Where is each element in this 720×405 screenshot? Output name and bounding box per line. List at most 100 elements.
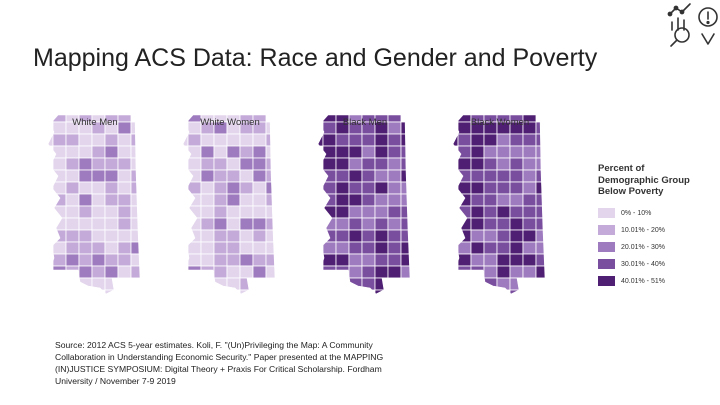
county — [457, 193, 472, 207]
county — [91, 181, 106, 195]
county — [335, 145, 350, 159]
county — [65, 157, 80, 171]
county — [265, 169, 275, 183]
legend-label: 20.01% - 30% — [621, 243, 665, 251]
county — [535, 253, 545, 267]
legend-item: 40.01% - 51% — [598, 274, 718, 289]
county — [104, 277, 119, 291]
legend-swatch — [598, 259, 615, 269]
county — [200, 253, 215, 267]
county — [322, 205, 337, 219]
county — [535, 229, 545, 243]
county — [509, 133, 524, 147]
county — [335, 241, 350, 255]
map-label: Black Men — [342, 117, 388, 128]
county — [252, 193, 267, 207]
county — [252, 205, 267, 219]
county — [361, 241, 376, 255]
county — [535, 157, 545, 171]
county — [483, 241, 498, 255]
county — [522, 217, 537, 231]
county — [117, 217, 132, 231]
county — [213, 145, 228, 159]
county — [187, 193, 202, 207]
county — [117, 133, 132, 147]
source-line: Source: 2012 ACS 5-year estimates. Koli,… — [55, 340, 373, 350]
county — [200, 145, 215, 159]
county — [265, 157, 275, 171]
county — [387, 205, 402, 219]
county — [104, 217, 119, 231]
county — [470, 157, 485, 171]
county — [522, 169, 537, 183]
county — [509, 145, 524, 159]
county — [322, 241, 337, 255]
county — [522, 145, 537, 159]
county — [104, 205, 119, 219]
county — [322, 265, 337, 279]
county — [117, 181, 132, 195]
county — [239, 253, 254, 267]
county — [52, 217, 67, 231]
county — [453, 133, 459, 147]
county — [522, 205, 537, 219]
county — [522, 265, 537, 279]
county — [187, 265, 202, 279]
county — [265, 265, 275, 279]
county — [374, 289, 389, 294]
county — [470, 229, 485, 243]
county — [252, 181, 267, 195]
county — [483, 157, 498, 171]
county — [117, 253, 132, 267]
county — [200, 193, 215, 207]
county — [213, 217, 228, 231]
county — [322, 217, 337, 231]
county — [509, 169, 524, 183]
county — [400, 181, 410, 195]
county — [200, 265, 215, 279]
county — [400, 169, 410, 183]
county — [348, 205, 363, 219]
county — [457, 157, 472, 171]
county — [78, 169, 93, 183]
county — [470, 205, 485, 219]
county — [130, 169, 140, 183]
county — [213, 253, 228, 267]
county — [65, 265, 80, 279]
county — [522, 241, 537, 255]
legend-title-line: Percent of — [598, 163, 645, 174]
county — [213, 157, 228, 171]
county — [187, 217, 202, 231]
county — [348, 145, 363, 159]
county — [457, 265, 472, 279]
county — [226, 193, 241, 207]
county — [226, 253, 241, 267]
county — [265, 241, 275, 255]
county — [322, 157, 337, 171]
county — [91, 193, 106, 207]
county — [265, 145, 275, 159]
county — [52, 265, 67, 279]
county — [91, 253, 106, 267]
county — [522, 229, 537, 243]
county — [130, 241, 140, 255]
county — [374, 181, 389, 195]
county — [509, 265, 524, 279]
county — [78, 265, 93, 279]
county — [400, 253, 410, 267]
county — [483, 133, 498, 147]
county — [200, 241, 215, 255]
county — [52, 133, 67, 147]
county — [335, 217, 350, 231]
county — [48, 133, 54, 147]
legend-label: 30.01% - 40% — [621, 260, 665, 268]
county — [374, 169, 389, 183]
county — [252, 169, 267, 183]
county — [91, 145, 106, 159]
county — [496, 193, 511, 207]
county — [374, 217, 389, 231]
county — [457, 133, 472, 147]
county — [496, 253, 511, 267]
state-outline — [452, 114, 546, 295]
county — [400, 157, 410, 171]
